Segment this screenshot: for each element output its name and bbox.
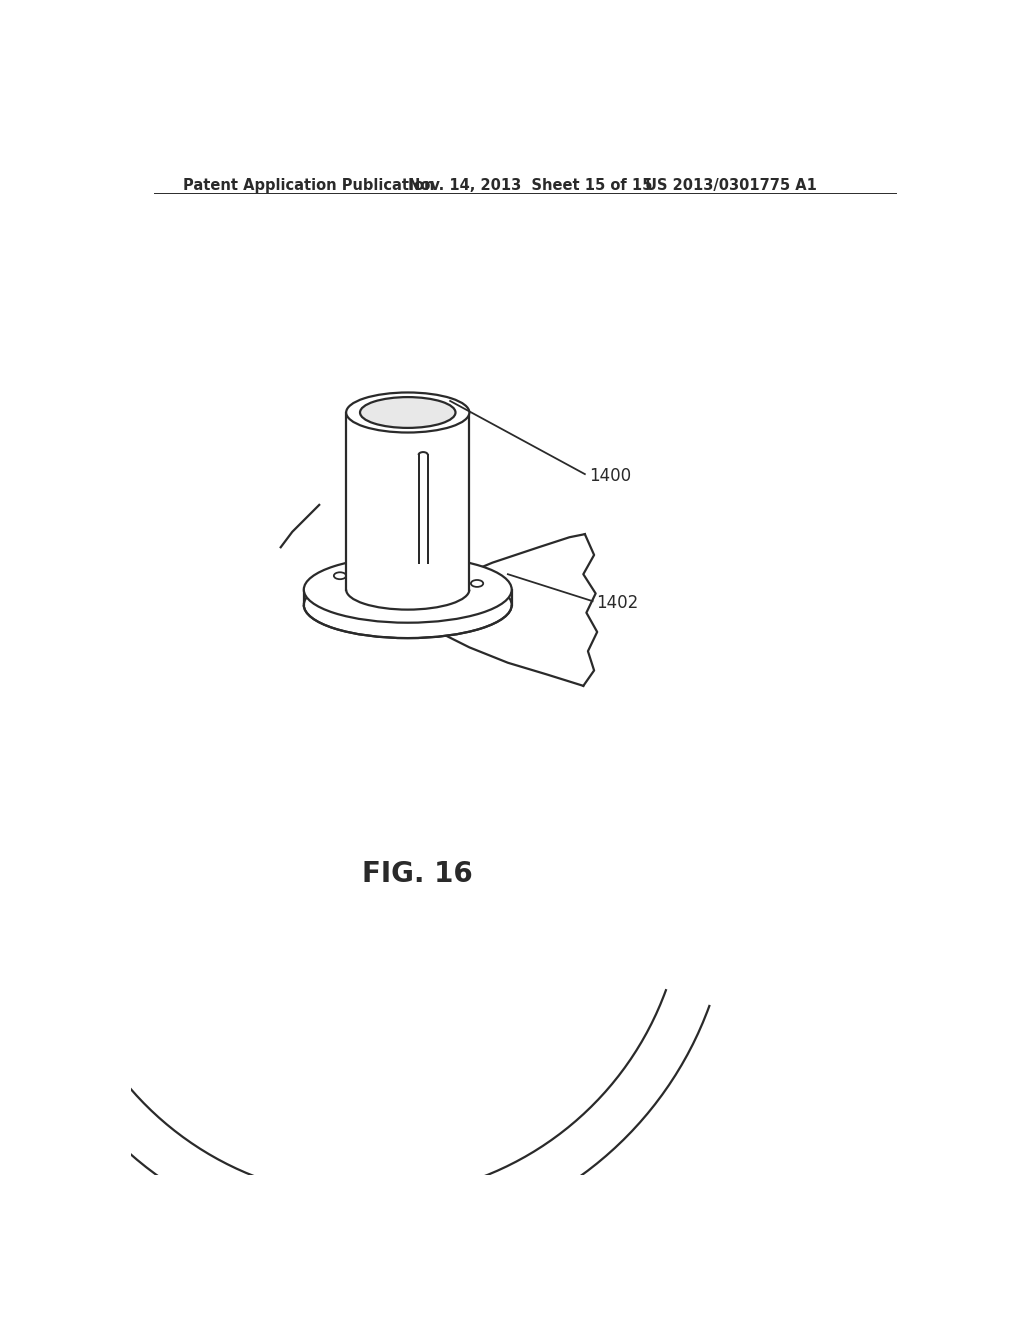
Text: FIG. 16: FIG. 16: [361, 861, 472, 888]
Text: 1400: 1400: [589, 467, 631, 484]
Ellipse shape: [346, 392, 469, 433]
Text: 1402: 1402: [596, 594, 639, 611]
Polygon shape: [346, 412, 469, 590]
Ellipse shape: [360, 397, 456, 428]
Text: Patent Application Publication: Patent Application Publication: [183, 178, 434, 193]
Ellipse shape: [304, 557, 512, 623]
Ellipse shape: [304, 572, 512, 638]
Text: US 2013/0301775 A1: US 2013/0301775 A1: [645, 178, 817, 193]
Text: Nov. 14, 2013  Sheet 15 of 15: Nov. 14, 2013 Sheet 15 of 15: [408, 178, 652, 193]
